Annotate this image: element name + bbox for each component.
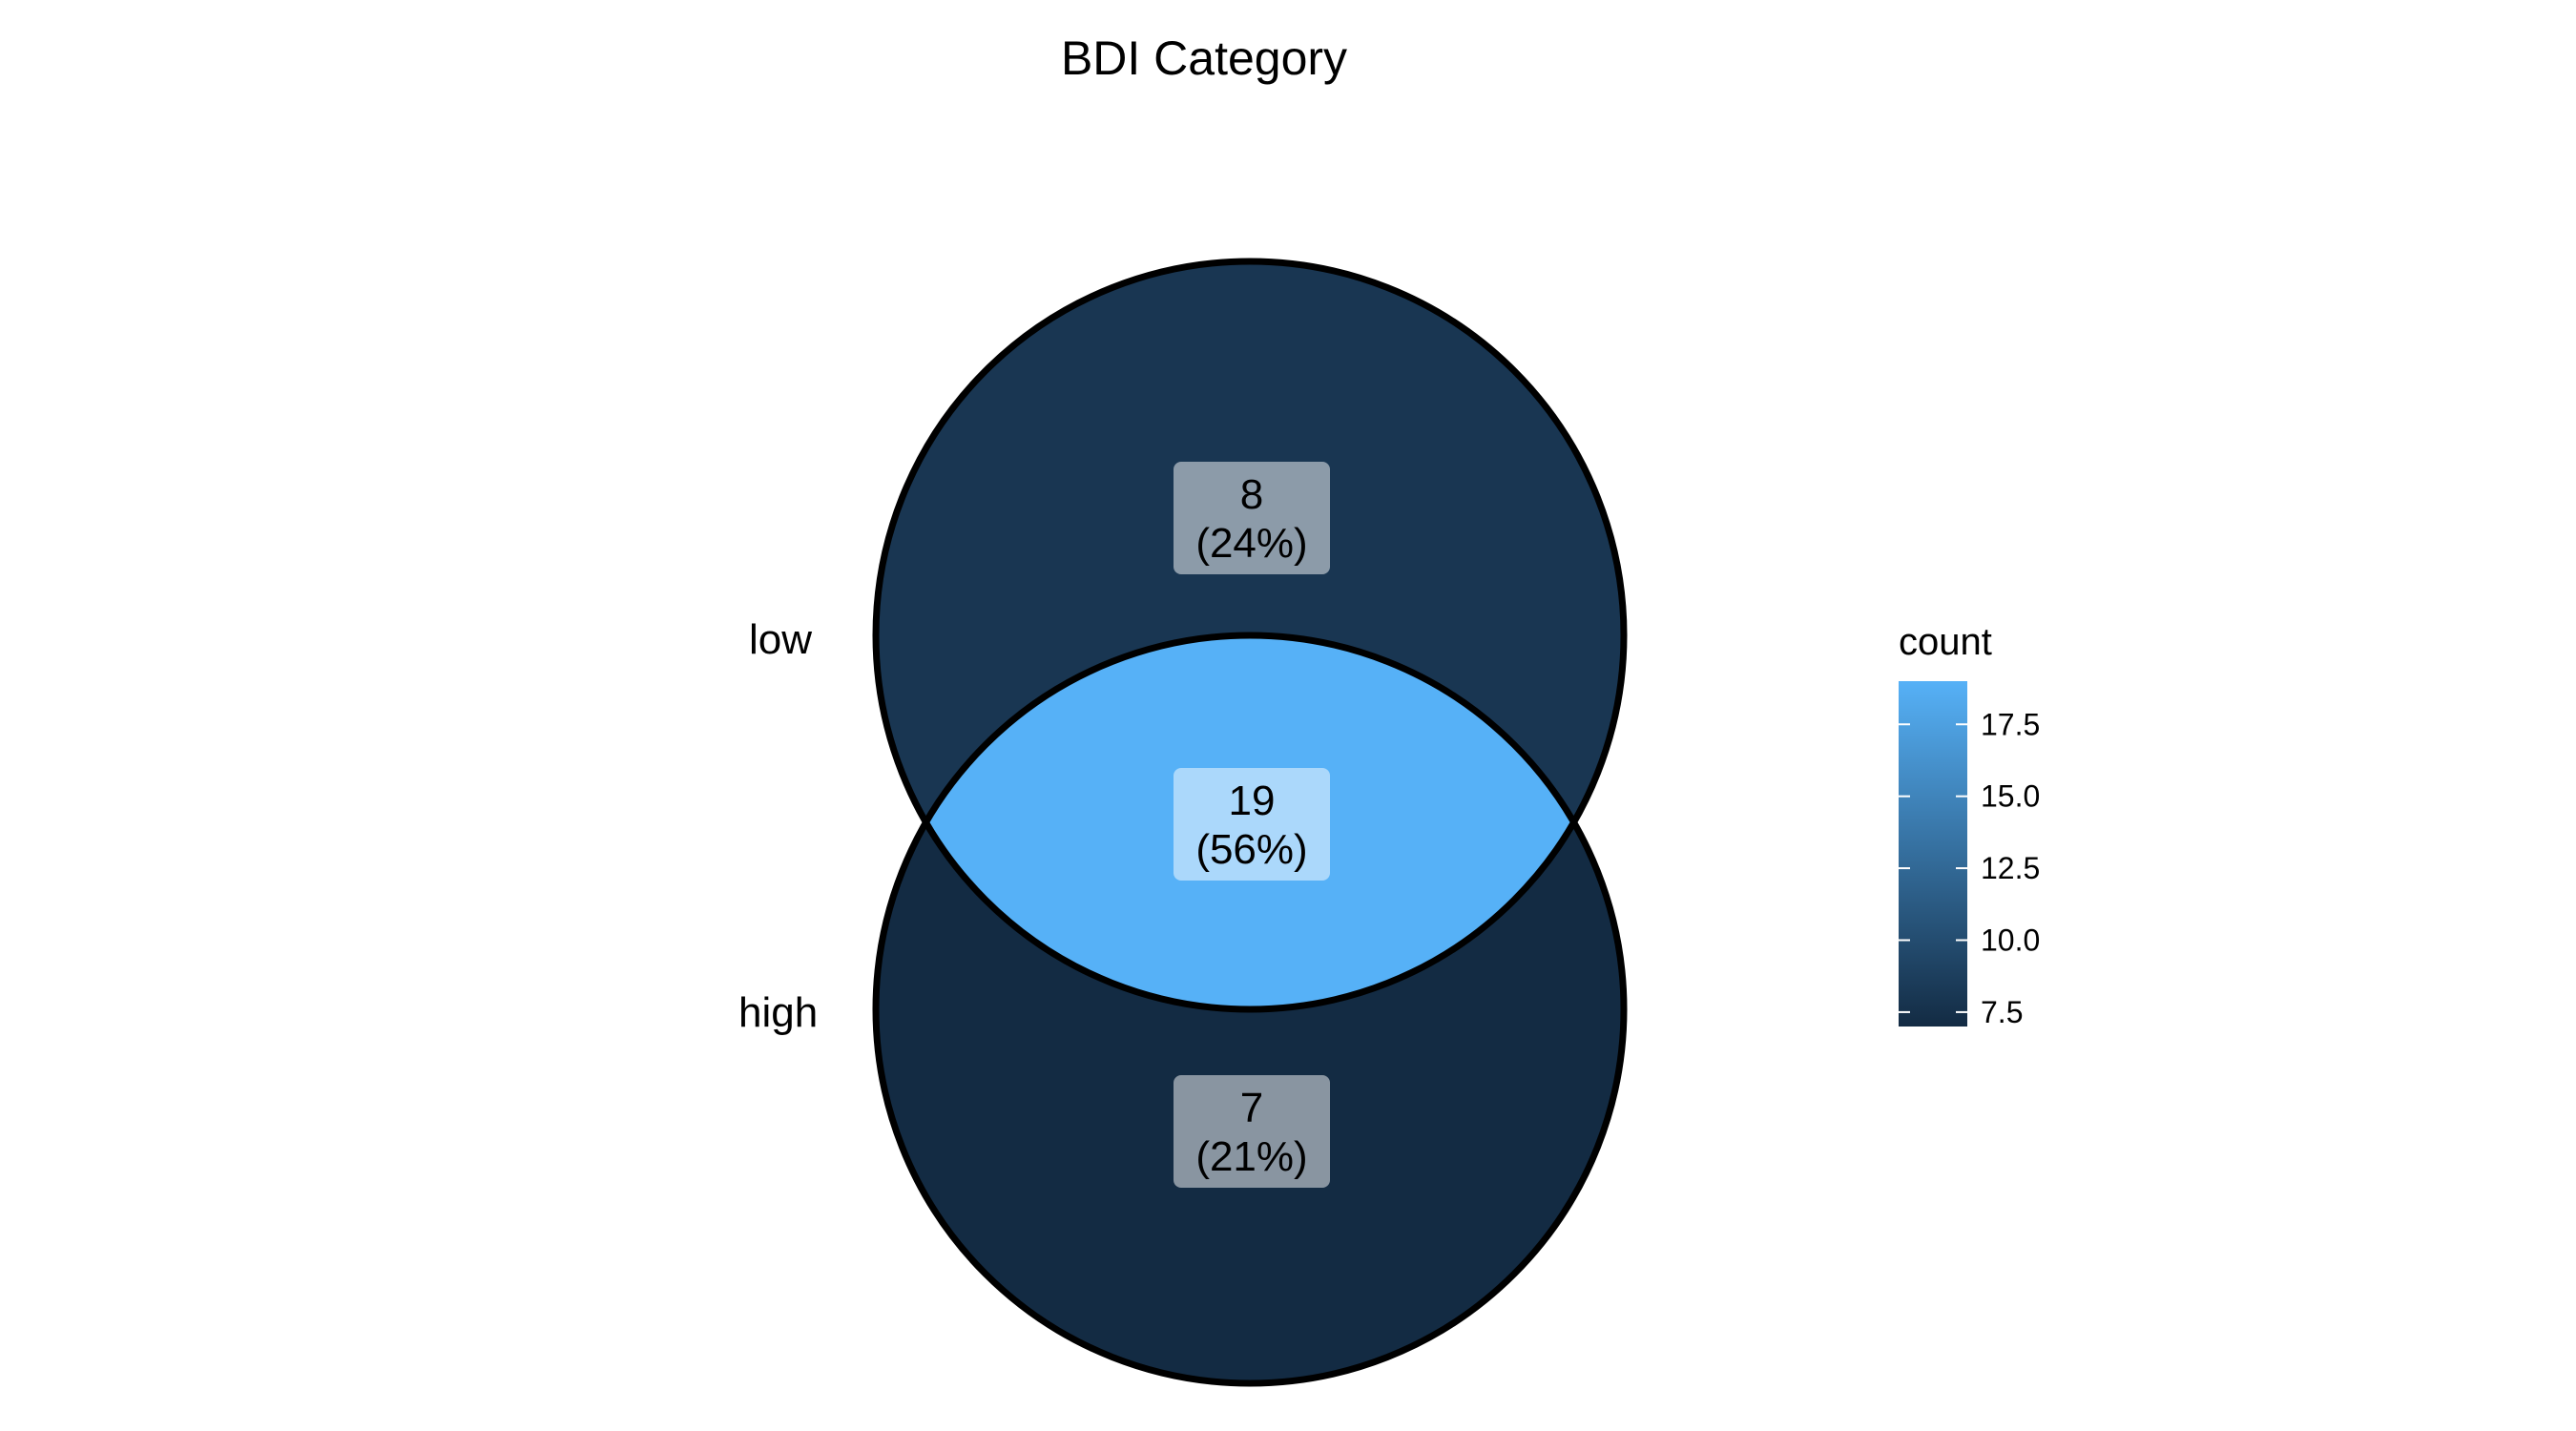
label-box — [1174, 768, 1330, 881]
circle-outline-low — [872, 258, 1628, 1013]
legend-tick-label: 7.5 — [1981, 995, 2023, 1029]
chart-title: BDI Category — [1061, 31, 1347, 85]
region-label-high-only: 7 (21%) — [1174, 1075, 1330, 1188]
legend-tick-label: 15.0 — [1981, 779, 2040, 814]
region-count: 19 — [1229, 778, 1276, 824]
region-percent: (21%) — [1195, 1133, 1307, 1180]
region-percent: (56%) — [1195, 826, 1307, 873]
region-percent: (24%) — [1195, 520, 1307, 567]
legend-title: count — [1899, 621, 1992, 663]
legend-tick-label: 17.5 — [1981, 707, 2040, 741]
color-legend: count 7.5 10.0 12.5 15.0 17.5 — [1899, 621, 2040, 1029]
circle-outline-high — [872, 632, 1628, 1387]
set-label-high: high — [738, 989, 818, 1036]
legend-tick-label: 12.5 — [1981, 851, 2040, 885]
label-box — [1174, 462, 1330, 574]
region-intersection — [876, 635, 1624, 1009]
legend-ticks: 7.5 10.0 12.5 15.0 17.5 — [1899, 707, 2040, 1029]
region-label-intersection: 19 (56%) — [1174, 768, 1330, 881]
region-count: 8 — [1240, 471, 1263, 518]
label-box — [1174, 1075, 1330, 1188]
region-label-low-only: 8 (24%) — [1174, 462, 1330, 574]
legend-tick-label: 10.0 — [1981, 923, 2040, 958]
set-label-low: low — [749, 616, 812, 663]
region-count: 7 — [1240, 1085, 1263, 1131]
legend-colorbar — [1899, 681, 1967, 1027]
